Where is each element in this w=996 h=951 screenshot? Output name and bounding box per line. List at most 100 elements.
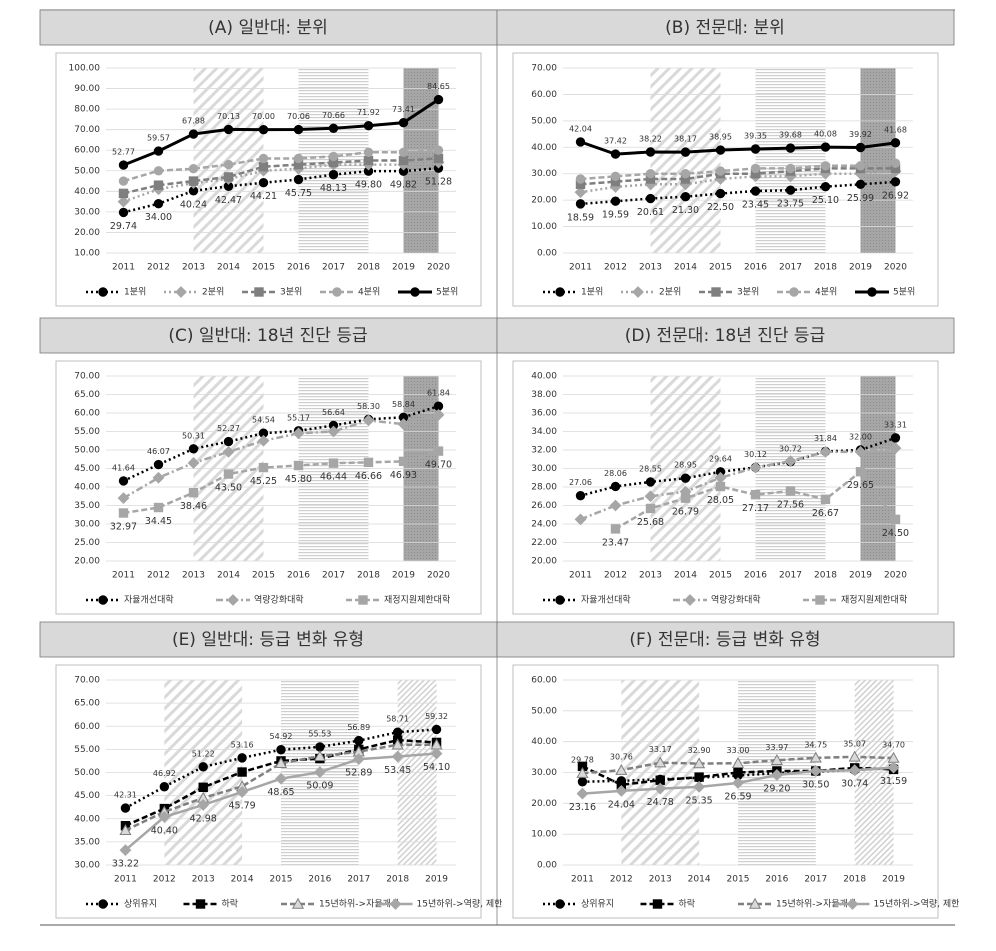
- series-line: [122, 98, 440, 167]
- value-label: 42.04: [569, 124, 592, 133]
- value-label: 56.64: [322, 408, 345, 417]
- data-point: [363, 121, 374, 131]
- value-label: 29.20: [763, 783, 790, 794]
- y-tick-label: 38.00: [531, 390, 557, 400]
- data-point: [575, 174, 586, 184]
- x-tick-label: 2011: [112, 571, 135, 581]
- x-tick-label: 2017: [804, 875, 827, 885]
- data-point: [680, 147, 691, 157]
- data-point: [610, 196, 621, 206]
- value-label: 40.24: [180, 199, 207, 210]
- x-tick-label: 2016: [308, 875, 331, 885]
- data-point: [574, 513, 587, 526]
- legend-label: 5분위: [436, 287, 458, 298]
- value-label: 44.21: [250, 191, 277, 202]
- data-point: [237, 753, 247, 763]
- value-label: 39.35: [744, 132, 767, 141]
- value-label: 38.95: [709, 133, 732, 142]
- value-label: 71.92: [357, 108, 380, 117]
- series-line: [581, 765, 894, 787]
- data-point: [576, 787, 589, 800]
- data-point: [237, 767, 247, 777]
- legend-marker: [98, 899, 108, 909]
- value-label: 54.10: [423, 762, 450, 773]
- y-tick-label: 45.00: [74, 791, 100, 801]
- data-point: [680, 169, 691, 179]
- legend-marker: [291, 897, 305, 909]
- data-point: [118, 207, 129, 218]
- y-tick-label: 25.00: [74, 538, 100, 548]
- value-label: 38.46: [180, 501, 207, 512]
- value-label: 32.90: [688, 746, 711, 755]
- data-point: [398, 155, 409, 166]
- legend-marker: [652, 899, 663, 909]
- x-tick-label: 2014: [217, 571, 240, 581]
- data-point: [223, 159, 234, 170]
- value-label: 38.17: [674, 135, 697, 144]
- value-label: 50.09: [306, 781, 333, 792]
- data-point: [855, 179, 866, 190]
- data-point: [890, 514, 901, 525]
- value-label: 45.25: [250, 476, 277, 487]
- data-point: [433, 94, 444, 105]
- data-point: [694, 772, 704, 782]
- x-tick-label: 2019: [425, 875, 448, 885]
- value-label: 23.47: [602, 537, 629, 548]
- shaded-period: [860, 68, 896, 253]
- y-tick-label: 36.00: [531, 409, 557, 419]
- legend-marker: [711, 287, 721, 297]
- y-tick-label: 40.00: [531, 143, 557, 153]
- data-point: [577, 777, 588, 787]
- data-point: [188, 164, 199, 174]
- data-point: [819, 445, 832, 458]
- data-point: [576, 766, 589, 778]
- x-tick-label: 2018: [386, 875, 409, 885]
- legend-marker: [98, 287, 108, 297]
- data-point: [119, 824, 132, 836]
- y-tick-label: 50.00: [74, 446, 100, 456]
- data-point: [198, 762, 208, 772]
- data-point: [293, 460, 304, 471]
- data-point: [293, 153, 304, 164]
- x-tick-label: 2014: [688, 875, 711, 885]
- y-tick-label: 60.00: [74, 409, 100, 419]
- x-tick-label: 2015: [727, 875, 750, 885]
- x-tick-label: 2015: [270, 875, 293, 885]
- y-tick-label: 22.00: [531, 538, 557, 548]
- legend-label: 자율개선대학: [581, 595, 631, 606]
- data-point: [820, 142, 831, 152]
- value-label: 33.22: [112, 859, 139, 870]
- value-label: 26.92: [882, 190, 909, 201]
- y-tick-label: 30.00: [531, 169, 557, 179]
- data-point: [820, 161, 831, 171]
- value-label: 45.79: [229, 800, 256, 811]
- x-tick-label: 2014: [217, 263, 240, 273]
- value-label: 31.59: [880, 776, 907, 787]
- x-tick-label: 2018: [814, 263, 837, 273]
- data-point: [159, 782, 170, 792]
- x-tick-label: 2017: [347, 875, 370, 885]
- value-label: 21.30: [672, 205, 699, 216]
- data-point: [391, 750, 404, 763]
- legend-label: 5분위: [893, 287, 915, 298]
- value-label: 51.28: [425, 177, 452, 188]
- data-point: [645, 503, 656, 514]
- value-label: 61.84: [427, 389, 450, 398]
- x-tick-label: 2011: [569, 571, 592, 581]
- value-label: 70.00: [252, 112, 275, 121]
- data-point: [118, 176, 129, 186]
- x-tick-label: 2020: [427, 571, 450, 581]
- x-tick-label: 2019: [882, 875, 905, 885]
- value-label: 29.78: [571, 756, 594, 765]
- y-tick-label: 10.00: [531, 830, 557, 840]
- y-tick-label: 20.00: [74, 557, 100, 567]
- legend-label: 15년하위->자율개선: [319, 899, 399, 910]
- legend-marker: [410, 287, 420, 297]
- panel-header: [39, 621, 498, 658]
- y-tick-label: 55.00: [74, 427, 100, 437]
- y-tick-label: 26.00: [531, 501, 557, 511]
- y-tick-label: 20.00: [531, 196, 557, 206]
- legend-label: 4분위: [815, 287, 837, 298]
- shaded-period: [755, 68, 826, 253]
- data-point: [610, 524, 621, 534]
